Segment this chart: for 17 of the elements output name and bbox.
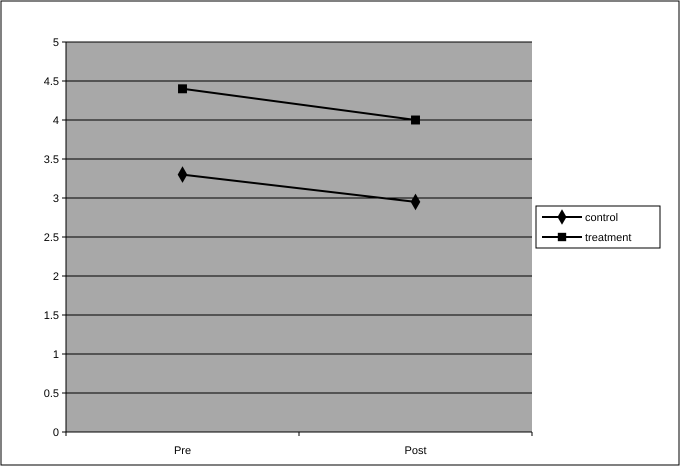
y-tick-label: 0 <box>52 426 59 439</box>
legend-label: control <box>585 212 618 224</box>
point <box>411 116 420 124</box>
y-tick-label: 1 <box>52 348 59 361</box>
legend-label: treatment <box>585 232 632 244</box>
x-tick-label: Pre <box>174 445 192 457</box>
point <box>178 84 187 94</box>
y-tick-label: 4.5 <box>44 76 59 88</box>
y-tick-label: 0.5 <box>44 388 59 400</box>
y-tick-label: 1.5 <box>44 310 59 322</box>
y-tick-label: 3 <box>52 192 59 205</box>
y-tick-label: 2 <box>52 270 59 283</box>
y-tick-label: 3.5 <box>44 154 59 166</box>
y-tick-label: 4 <box>52 114 59 127</box>
x-tick-label: Post <box>404 445 427 457</box>
y-tick-label: 2.5 <box>44 232 59 244</box>
y-tick-label: 5 <box>52 36 59 49</box>
